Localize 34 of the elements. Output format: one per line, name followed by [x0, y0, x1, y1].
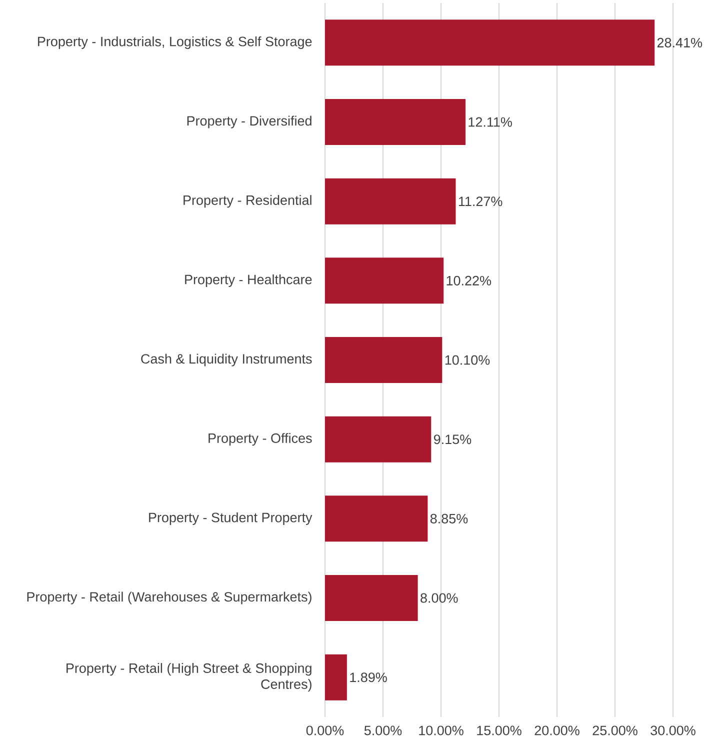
bar — [325, 178, 456, 224]
y-tick-label: Property - Residential — [184, 195, 312, 208]
data-label: 10.10% — [445, 355, 490, 365]
data-label: 1.89% — [350, 672, 387, 682]
x-tick-label: 30.00% — [650, 726, 696, 736]
y-tick-label: Cash & Liquidity Instruments — [141, 354, 312, 366]
bar — [325, 258, 444, 304]
bar — [325, 337, 442, 384]
y-tick-label: Property - Retail (High Street & Shopping Centres) — [66, 663, 312, 692]
y-tick-label: Property - Industrials, Logistics & Self Storage — [38, 36, 312, 49]
x-tick-label: 10.00% — [419, 726, 464, 736]
y-tick-label: Property - Diversified — [187, 116, 312, 128]
data-label: 28.41% — [657, 38, 702, 48]
data-label: 12.11% — [468, 117, 512, 127]
bar — [325, 99, 466, 146]
data-label: 11.27% — [458, 196, 502, 206]
y-tick-label: Property - Offices — [208, 433, 312, 446]
data-label: 9.15% — [434, 434, 472, 444]
x-tick-label: 15.00% — [477, 726, 522, 736]
bar — [325, 654, 347, 700]
data-label: 8.00% — [420, 593, 458, 603]
y-tick-label: Property - Retail (Warehouses & Supermarkets) — [27, 592, 312, 604]
data-label: 8.85% — [430, 514, 468, 524]
bar — [325, 496, 428, 542]
bar — [325, 575, 418, 622]
x-tick-label: 5.00% — [364, 726, 402, 736]
bar — [325, 20, 655, 66]
x-tick-label: 25.00% — [592, 726, 638, 736]
data-label: 10.22% — [446, 276, 492, 286]
x-tick-label: 0.00% — [306, 726, 344, 736]
y-tick-label: Property - Healthcare — [185, 274, 312, 287]
y-tick-label: Property - Student Property — [149, 512, 312, 525]
x-tick-label: 20.00% — [534, 726, 580, 736]
bar — [325, 416, 432, 462]
